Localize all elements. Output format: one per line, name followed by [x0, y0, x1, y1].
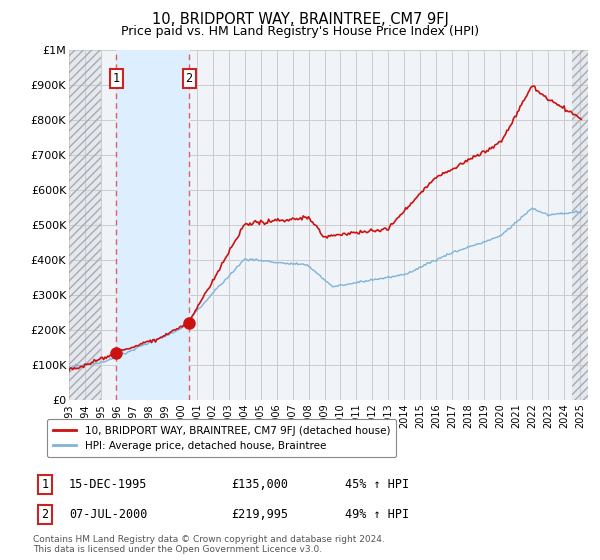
Text: 1: 1	[41, 478, 49, 491]
Text: Contains HM Land Registry data © Crown copyright and database right 2024.: Contains HM Land Registry data © Crown c…	[33, 535, 385, 544]
Bar	[572, 50, 588, 400]
Text: 2: 2	[41, 507, 49, 521]
Text: 45% ↑ HPI: 45% ↑ HPI	[345, 478, 409, 491]
Legend: 10, BRIDPORT WAY, BRAINTREE, CM7 9FJ (detached house), HPI: Average price, detac: 10, BRIDPORT WAY, BRAINTREE, CM7 9FJ (de…	[47, 419, 397, 457]
Text: Price paid vs. HM Land Registry's House Price Index (HPI): Price paid vs. HM Land Registry's House …	[121, 25, 479, 38]
Text: 10, BRIDPORT WAY, BRAINTREE, CM7 9FJ: 10, BRIDPORT WAY, BRAINTREE, CM7 9FJ	[152, 12, 448, 27]
Bar	[69, 50, 101, 400]
Bar	[69, 50, 101, 400]
Text: 07-JUL-2000: 07-JUL-2000	[69, 507, 148, 521]
Text: £135,000: £135,000	[231, 478, 288, 491]
Text: 15-DEC-1995: 15-DEC-1995	[69, 478, 148, 491]
Bar	[572, 50, 588, 400]
Text: £219,995: £219,995	[231, 507, 288, 521]
Text: This data is licensed under the Open Government Licence v3.0.: This data is licensed under the Open Gov…	[33, 545, 322, 554]
Text: 49% ↑ HPI: 49% ↑ HPI	[345, 507, 409, 521]
Bar	[116, 50, 189, 400]
Text: 2: 2	[185, 72, 193, 85]
Text: 1: 1	[113, 72, 120, 85]
